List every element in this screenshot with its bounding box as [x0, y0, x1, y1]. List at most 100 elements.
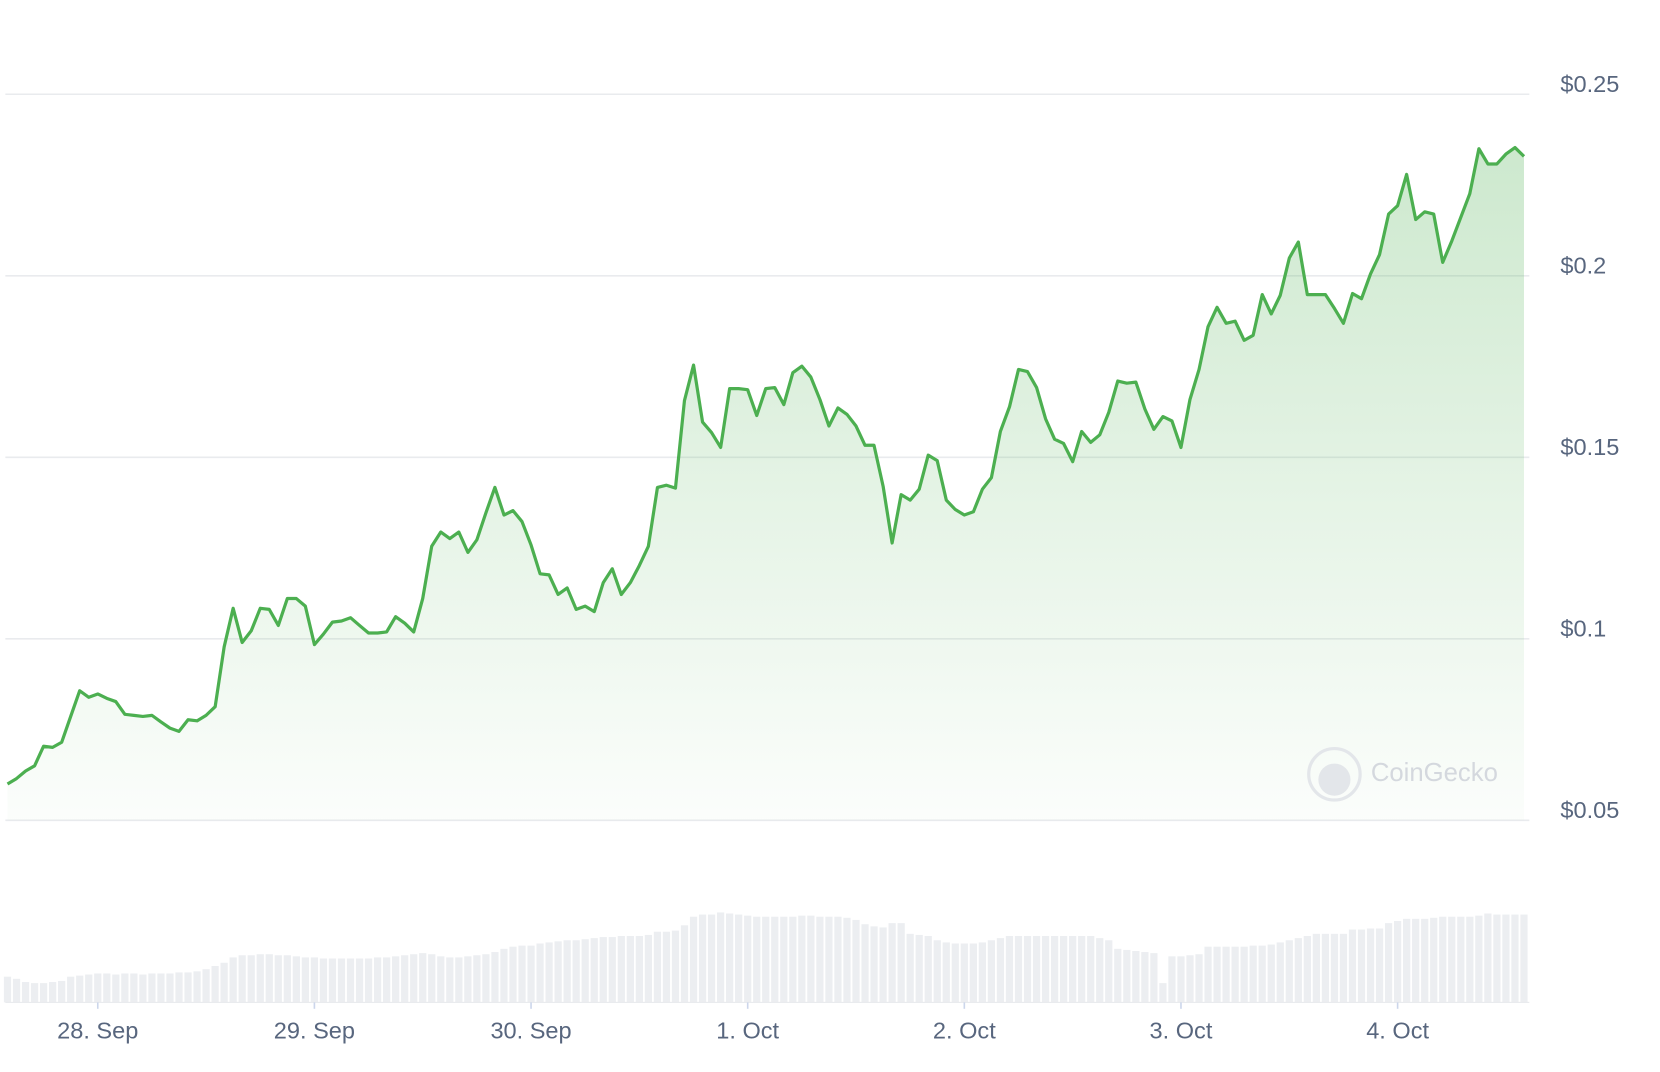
area — [7, 147, 1524, 821]
volume-bar — [166, 973, 174, 1003]
x-tick-label: 4. Oct — [1366, 1018, 1429, 1044]
volume-bar — [1186, 955, 1194, 1003]
volume-bar — [969, 943, 977, 1003]
volume-bar — [1267, 944, 1275, 1003]
volume-bar — [292, 956, 300, 1003]
volume-bar — [536, 943, 544, 1003]
volume-bar — [265, 954, 273, 1003]
volume-bar — [789, 916, 797, 1003]
volume-bar — [229, 957, 237, 1003]
volume-bar — [1466, 916, 1474, 1003]
volume-bar — [1312, 933, 1320, 1003]
volume-bar — [1096, 938, 1104, 1003]
volume-bar — [1502, 914, 1510, 1003]
volume-bar — [780, 916, 788, 1003]
volume-bar — [1330, 933, 1339, 1003]
volume-bar — [870, 926, 878, 1003]
watermark: CoinGecko — [1307, 746, 1498, 802]
volume-bar — [545, 942, 553, 1003]
volume-bar — [373, 957, 382, 1003]
volume-bar — [897, 923, 905, 1003]
volume-bar — [238, 955, 246, 1003]
volume-bar — [644, 934, 653, 1003]
volume-bar — [816, 916, 824, 1003]
volume-bar — [608, 937, 616, 1003]
volume-bar — [67, 976, 75, 1003]
volume-bar — [1394, 920, 1402, 1003]
volume-bar — [798, 915, 806, 1003]
volume-bar — [473, 955, 481, 1003]
volume-bar — [1213, 946, 1221, 1003]
volume-bar — [1339, 933, 1348, 1003]
volume-bar — [1303, 935, 1311, 1003]
volume-bar — [834, 916, 842, 1003]
volume-bar — [1294, 938, 1302, 1003]
volume-bar — [554, 941, 562, 1003]
volume-bar — [1384, 923, 1393, 1003]
volume-bar — [951, 943, 959, 1003]
x-tick-label: 29. Sep — [274, 1018, 355, 1044]
volume-bar — [1087, 935, 1095, 1003]
y-tick-label: $0.15 — [1560, 434, 1619, 460]
volume-bar — [112, 974, 120, 1003]
volume-bar — [735, 914, 743, 1003]
volume-bar — [1285, 940, 1293, 1003]
volume-bar — [762, 916, 770, 1003]
volume-bar — [364, 958, 373, 1003]
volume-bar — [1439, 916, 1447, 1003]
volume-bar — [464, 956, 472, 1003]
x-tick-label: 2. Oct — [933, 1018, 996, 1044]
volume-bar — [653, 931, 662, 1003]
volume-bar — [274, 955, 282, 1003]
volume-bar — [689, 916, 698, 1003]
volume-bar — [39, 983, 48, 1003]
volume-bar — [879, 927, 887, 1003]
volume-bar — [1150, 953, 1158, 1003]
volume-bar — [193, 971, 201, 1003]
volume-bar — [437, 956, 445, 1003]
volume-bar — [500, 948, 508, 1003]
volume-bar — [1141, 952, 1149, 1003]
volume-bar — [843, 917, 851, 1003]
volume-bar — [978, 942, 986, 1003]
volume-bar — [1114, 948, 1122, 1003]
volume-bar — [419, 953, 427, 1003]
volume-bar — [94, 973, 102, 1003]
volume-bar — [617, 935, 625, 1003]
volume-bar — [680, 925, 689, 1003]
volume-bar — [184, 972, 192, 1003]
x-tick-label: 28. Sep — [57, 1018, 138, 1044]
volume-bar — [960, 943, 968, 1003]
volume-bar — [1159, 983, 1167, 1003]
volume-bar — [319, 958, 328, 1003]
volume-bar — [401, 955, 409, 1003]
volume-bar — [662, 931, 671, 1003]
volume-bar — [130, 973, 138, 1003]
volume-bar — [392, 956, 400, 1003]
volume-bar — [771, 916, 779, 1003]
y-tick-label: $0.05 — [1560, 797, 1619, 823]
volume-bar — [21, 982, 30, 1003]
volume-bar — [1168, 956, 1176, 1003]
volume-bar — [1032, 935, 1041, 1003]
volume-bar — [1195, 954, 1203, 1003]
volume-bar — [1421, 918, 1429, 1003]
volume-bar — [1357, 929, 1366, 1003]
volume-bar — [671, 930, 680, 1003]
volume-bar — [310, 957, 319, 1003]
volume-bar — [30, 983, 39, 1003]
volume-bar — [1005, 935, 1014, 1003]
volume-bar — [175, 972, 183, 1003]
volume-bar — [1222, 946, 1230, 1003]
volume-bar — [933, 940, 941, 1003]
volume-bar — [410, 954, 418, 1003]
volume-bar — [85, 974, 93, 1003]
volume-bar — [509, 946, 517, 1003]
volume-bar — [446, 957, 454, 1003]
volume-bar — [996, 938, 1005, 1003]
volume-bar — [1475, 915, 1483, 1003]
volume-bar — [157, 973, 165, 1003]
volume-bar — [1204, 946, 1212, 1003]
volume-bar — [942, 942, 950, 1003]
